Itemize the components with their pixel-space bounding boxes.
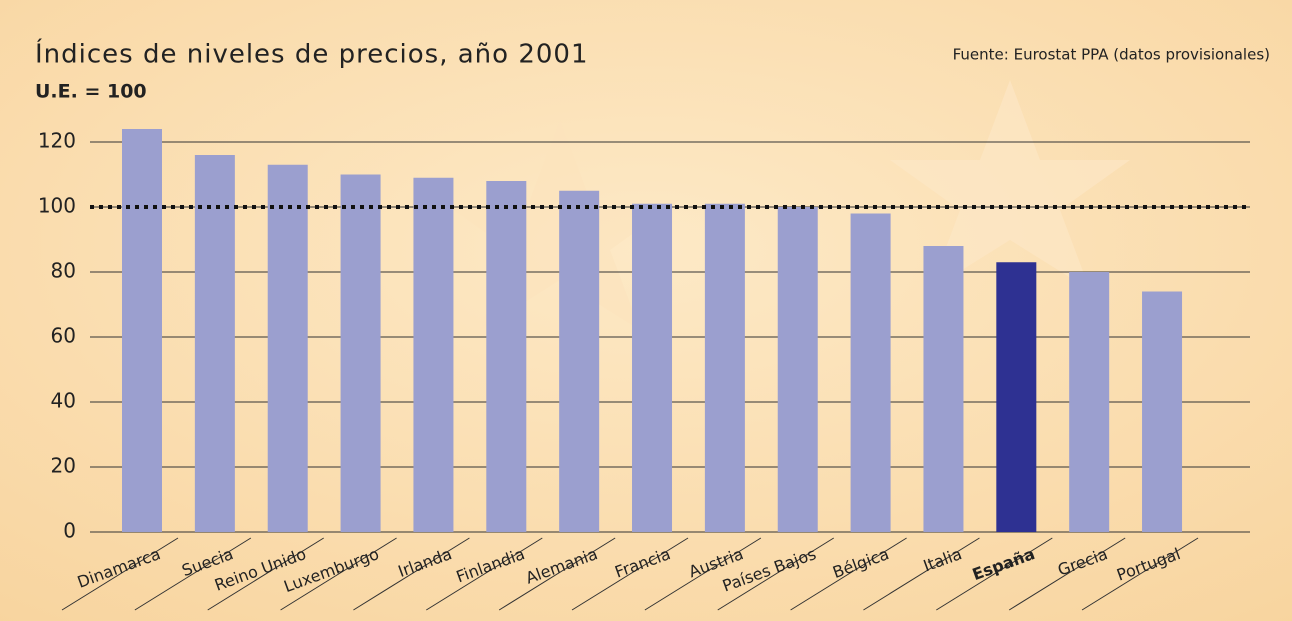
y-tick-label: 20	[51, 454, 76, 478]
bar	[1142, 292, 1182, 533]
chart-title: Índices de niveles de precios, año 2001	[35, 38, 589, 70]
bar	[341, 175, 381, 533]
chart: Índices de niveles de precios, año 2001 …	[0, 0, 1292, 621]
y-tick-label: 40	[51, 389, 76, 413]
bar	[268, 165, 308, 532]
bar	[1069, 272, 1109, 532]
chart-subtitle: U.E. = 100	[35, 81, 147, 103]
bar	[778, 207, 818, 532]
bar	[486, 181, 526, 532]
bar	[851, 214, 891, 533]
bar	[122, 129, 162, 532]
y-tick-label: 0	[63, 519, 76, 543]
source-note: Fuente: Eurostat PPA (datos provisionale…	[953, 46, 1270, 64]
y-tick-label: 120	[38, 129, 76, 153]
y-tick-label: 100	[38, 194, 76, 218]
bar	[413, 178, 453, 532]
bar	[996, 262, 1036, 532]
bar	[632, 204, 672, 532]
bar	[195, 155, 235, 532]
bar	[705, 204, 745, 532]
y-tick-label: 80	[51, 259, 76, 283]
y-tick-label: 60	[51, 324, 76, 348]
bar	[559, 191, 599, 532]
bar	[923, 246, 963, 532]
